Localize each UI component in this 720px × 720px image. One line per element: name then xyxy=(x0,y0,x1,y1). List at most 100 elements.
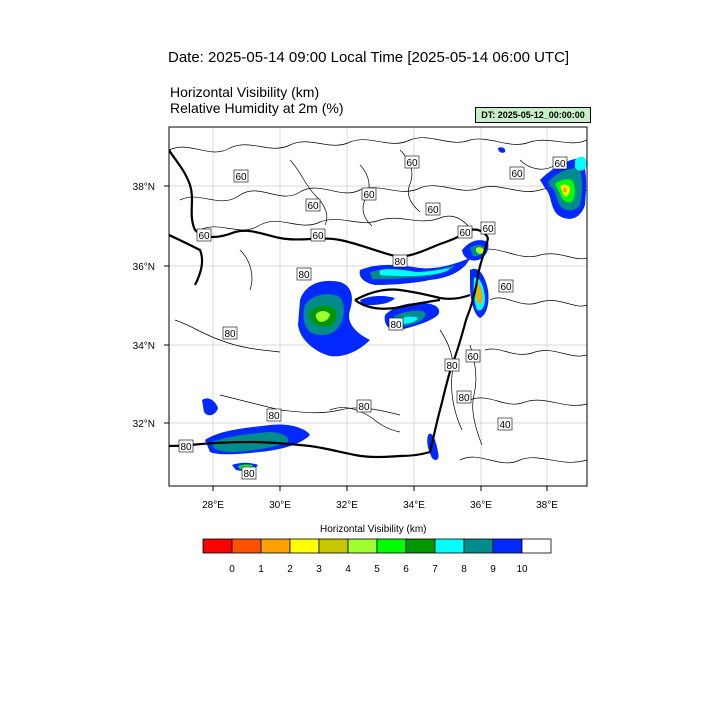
dt-badge: DT: 2025-05-12_00:00:00 xyxy=(475,107,591,123)
contour-label-text: 80 xyxy=(458,393,470,404)
contour-label-text: 80 xyxy=(298,270,310,281)
map-plot-area xyxy=(169,127,587,486)
colorbar-swatch xyxy=(260,538,291,554)
colorbar-swatch xyxy=(492,538,523,554)
contour-label: 60 xyxy=(509,166,525,180)
contour-label: 60 xyxy=(498,279,514,293)
contour-label-text: 60 xyxy=(198,231,210,242)
contour-label: 80 xyxy=(356,399,372,413)
contour-label: 80 xyxy=(178,439,194,453)
visibility-area-aegean-spot xyxy=(498,147,506,153)
lat-label-32: 32°N xyxy=(133,419,155,430)
lat-label-38: 38°N xyxy=(133,182,155,193)
visibility-area-libya-west xyxy=(202,398,218,416)
contour-label-text: 60 xyxy=(500,282,512,293)
visibility-area-sinai-strip xyxy=(427,433,439,460)
contour-label-text: 60 xyxy=(312,231,324,242)
variable-title-humidity: Relative Humidity at 2m (%) xyxy=(170,100,344,116)
legend-tick-label: 10 xyxy=(516,564,528,575)
contour-label: 80 xyxy=(296,267,312,281)
visibility-area-cilicia xyxy=(575,156,587,171)
contour-label: 80 xyxy=(392,254,408,268)
colorbar-swatch xyxy=(521,538,552,554)
visibility-area-cyprus-band xyxy=(380,268,450,276)
lon-label-34: 34°E xyxy=(403,500,425,511)
colorbar-swatch xyxy=(347,538,378,554)
colorbar-swatch xyxy=(318,538,349,554)
visibility-area-levant-core2 xyxy=(477,287,481,300)
contour-label-text: 60 xyxy=(459,228,471,239)
date-title: Date: 2025-05-14 09:00 Local Time [2025-… xyxy=(168,49,570,66)
contour-label: 80 xyxy=(388,317,404,331)
contour-label: 60 xyxy=(305,198,321,212)
visibility-area-latakia-yellow xyxy=(480,248,484,253)
legend-tick-label: 5 xyxy=(374,564,380,575)
contour-label: 60 xyxy=(233,169,249,183)
colorbar-swatch xyxy=(434,538,465,554)
contour-label-text: 60 xyxy=(235,172,247,183)
legend-tick-label: 9 xyxy=(490,564,496,575)
contour-label-text: 80 xyxy=(268,411,280,422)
contour-label-text: 80 xyxy=(358,402,370,413)
colorbar xyxy=(202,538,552,554)
contour-label: 60 xyxy=(310,228,326,242)
legend-title: Horizontal Visibility (km) xyxy=(320,524,427,535)
contour-label: 40 xyxy=(497,417,513,431)
legend-tick-label: 2 xyxy=(287,564,293,575)
contour-label-text: 60 xyxy=(554,159,566,170)
lat-label-34: 34°N xyxy=(133,341,155,352)
contour-label-text: 60 xyxy=(482,224,494,235)
colorbar-swatch xyxy=(405,538,436,554)
contour-label: 80 xyxy=(456,390,472,404)
lat-label-36: 36°N xyxy=(133,262,155,273)
contour-label: 80 xyxy=(266,408,282,422)
map-frame xyxy=(168,126,588,487)
contour-label-text: 80 xyxy=(446,361,458,372)
visibility-area-cyprus-small xyxy=(360,295,395,306)
latitude-labels: 38°N 36°N 34°N 32°N xyxy=(133,182,155,430)
contour-labels: 60 60 60 60 60 60 60 60 60 80 80 80 80 80 80 80 60 60 60 40… xyxy=(178,155,568,480)
legend-tick-label: 8 xyxy=(461,564,467,575)
legend-tick-label: 4 xyxy=(345,564,351,575)
axis-ticks xyxy=(164,185,548,491)
legend-tick-label: 1 xyxy=(258,564,264,575)
colorbar-swatch xyxy=(376,538,407,554)
lon-label-30: 30°E xyxy=(269,500,291,511)
contour-label-text: 60 xyxy=(406,158,418,169)
contour-label-text: 80 xyxy=(243,469,255,480)
contour-label-text: 60 xyxy=(467,352,479,363)
legend-tick-label: 6 xyxy=(403,564,409,575)
visibility-area-turkey-east-orange xyxy=(563,187,567,193)
variable-title-visibility: Horizontal Visibility (km) xyxy=(170,84,320,100)
colorbar-swatch xyxy=(463,538,494,554)
contour-label-text: 60 xyxy=(307,201,319,212)
contour-label-text: 60 xyxy=(363,190,375,201)
legend-tick-label: 0 xyxy=(229,564,235,575)
contour-label: 80 xyxy=(241,466,257,480)
contour-label: 60 xyxy=(196,228,212,242)
contour-label-text: 60 xyxy=(427,205,439,216)
contour-label: 60 xyxy=(465,349,481,363)
longitude-labels: 28°E 30°E 32°E 34°E 36°E 38°E xyxy=(202,500,558,511)
lon-label-38: 38°E xyxy=(536,500,558,511)
contour-label-text: 80 xyxy=(390,320,402,331)
contour-label-text: 80 xyxy=(180,442,192,453)
contour-label-text: 60 xyxy=(511,169,523,180)
contour-label: 60 xyxy=(361,187,377,201)
legend-tick-label: 7 xyxy=(432,564,438,575)
legend-tick-label: 3 xyxy=(316,564,322,575)
contour-label: 80 xyxy=(222,326,238,340)
visibility-area-rhodes-core2 xyxy=(315,311,330,322)
contour-label: 60 xyxy=(404,155,420,169)
contour-label: 60 xyxy=(552,156,568,170)
colorbar-swatch xyxy=(231,538,262,554)
lon-label-32: 32°E xyxy=(336,500,358,511)
lon-label-28: 28°E xyxy=(202,500,224,511)
contour-label-text: 80 xyxy=(394,257,406,268)
colorbar-swatch xyxy=(289,538,320,554)
colorbar-swatch xyxy=(202,538,233,554)
contour-label-text: 40 xyxy=(499,420,511,431)
contour-label: 60 xyxy=(457,225,473,239)
contour-label-text: 80 xyxy=(224,329,236,340)
